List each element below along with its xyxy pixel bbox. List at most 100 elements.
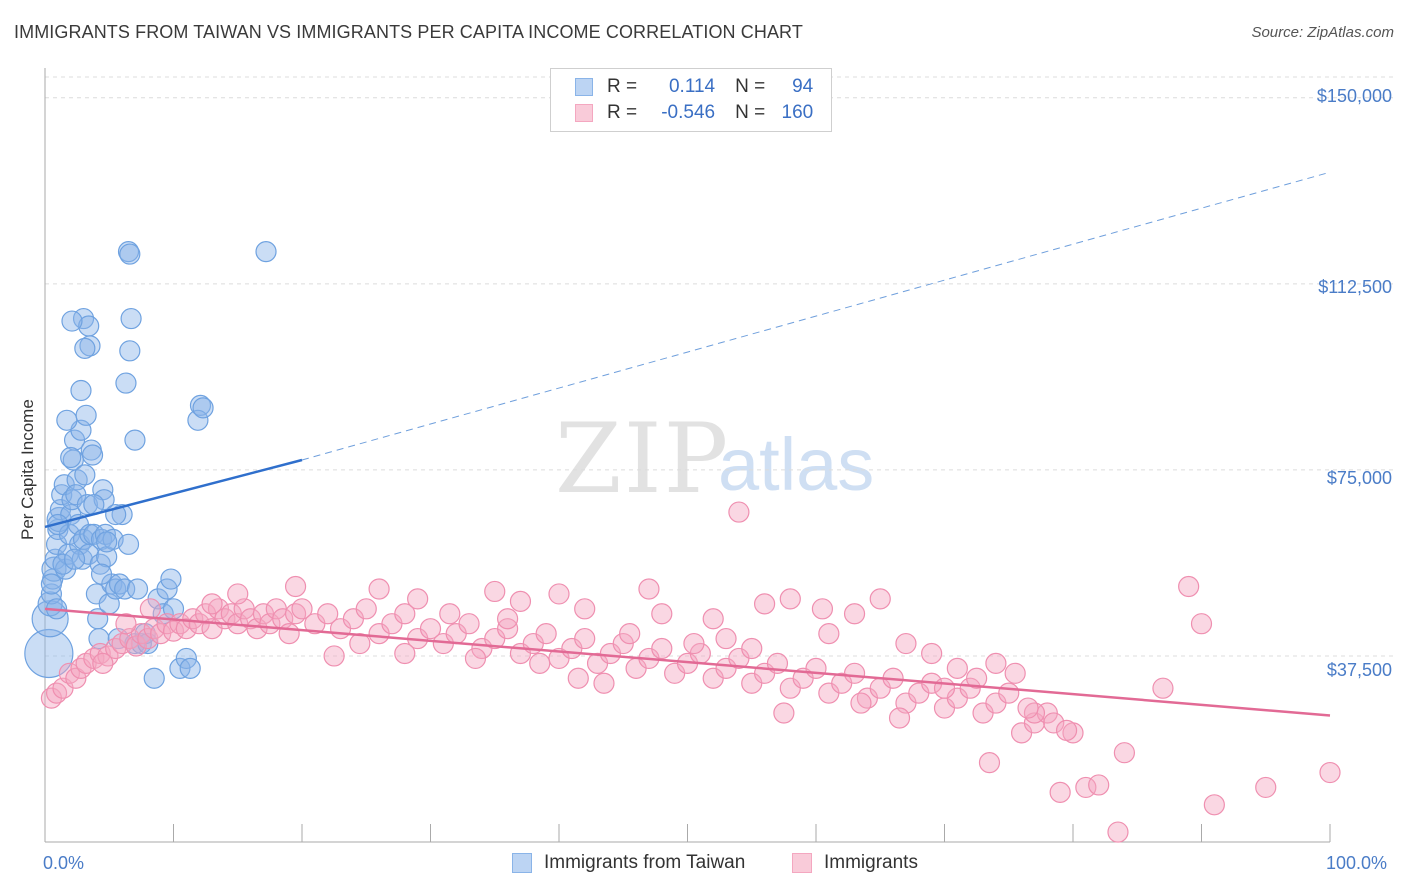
point-immigrants — [651, 637, 673, 660]
legend-n-label: N = — [735, 102, 766, 123]
point-immigrants — [1055, 719, 1078, 741]
point-immigrants — [1017, 697, 1039, 719]
point-immigrants — [843, 662, 866, 684]
point-immigrants — [291, 598, 313, 620]
point-immigrants — [1088, 774, 1110, 796]
point-taiwan — [115, 372, 137, 394]
point-taiwan — [24, 628, 74, 679]
point-immigrants — [850, 692, 872, 714]
x-tick-label-0: 0.0% — [43, 853, 85, 873]
point-taiwan — [187, 409, 209, 431]
point-immigrants — [227, 583, 249, 605]
point-immigrants — [317, 603, 339, 625]
y-tick-label-112500: $112,500 — [1318, 277, 1392, 297]
point-immigrants — [773, 702, 795, 724]
point-immigrants — [574, 598, 596, 620]
legend-n-label: N = — [735, 76, 766, 97]
point-immigrants — [921, 642, 943, 665]
point-taiwan — [117, 533, 140, 555]
point-taiwan — [75, 404, 97, 426]
point-taiwan — [81, 444, 104, 466]
legend-n-value: 94 — [792, 76, 814, 97]
watermark-zip: ZIP — [555, 403, 730, 515]
point-immigrants — [65, 667, 87, 689]
point-taiwan — [93, 489, 115, 511]
point-taiwan — [40, 573, 63, 595]
point-immigrants — [966, 667, 988, 689]
point-taiwan — [126, 578, 149, 600]
point-taiwan — [96, 531, 118, 553]
bottom-legend-label-immigrants: Immigrants — [824, 852, 918, 873]
point-immigrants — [946, 657, 968, 679]
point-immigrants — [1107, 821, 1129, 843]
point-taiwan — [90, 563, 113, 585]
legend-r-label: R = — [607, 76, 638, 97]
point-taiwan — [143, 667, 165, 689]
x-tick-label-100: 100.0% — [1326, 853, 1388, 873]
point-immigrants — [715, 627, 737, 650]
point-immigrants — [548, 583, 570, 605]
y-tick-label-75000: $75,000 — [1326, 468, 1392, 488]
point-immigrants — [593, 672, 615, 694]
point-taiwan — [63, 548, 86, 570]
point-immigrants — [895, 632, 917, 655]
point-immigrants — [368, 578, 390, 600]
point-immigrants — [1255, 776, 1277, 799]
y-axis-label: Per Capita Income — [18, 399, 37, 540]
point-immigrants — [1113, 742, 1136, 764]
legend-swatch-taiwan — [575, 78, 593, 96]
point-immigrants — [458, 613, 480, 635]
trendline-taiwan-extension — [301, 171, 1331, 461]
point-immigrants — [779, 588, 801, 610]
point-immigrants — [1152, 677, 1174, 699]
y-axis-label-wrap: Per Capita Income — [18, 399, 38, 710]
point-immigrants — [115, 613, 137, 635]
point-immigrants — [419, 618, 442, 640]
point-immigrants — [125, 635, 147, 657]
legend: R = 0.114 N = 94 R = -0.546 N = 160 — [550, 68, 832, 132]
point-taiwan — [74, 464, 96, 486]
point-immigrants — [439, 603, 461, 625]
point-taiwan — [56, 409, 78, 431]
legend-r-value: -0.546 — [661, 102, 716, 123]
point-immigrants — [978, 752, 1001, 774]
point-immigrants — [998, 682, 1020, 704]
point-taiwan — [61, 310, 83, 332]
bottom-legend-swatch-immigrants — [792, 853, 812, 873]
point-immigrants — [1190, 613, 1213, 635]
y-tick-label-37500: $37,500 — [1326, 660, 1392, 680]
point-immigrants — [638, 578, 660, 600]
point-immigrants — [619, 623, 641, 645]
point-taiwan — [70, 379, 92, 402]
point-immigrants — [497, 608, 519, 630]
point-immigrants — [394, 603, 416, 625]
trendline-taiwan — [44, 458, 303, 529]
point-taiwan — [111, 503, 133, 526]
point-taiwan — [119, 340, 141, 362]
legend-n-value: 160 — [781, 102, 814, 123]
point-taiwan — [255, 241, 277, 263]
point-immigrants — [869, 588, 891, 610]
point-taiwan — [179, 657, 201, 679]
point-immigrants — [355, 598, 377, 620]
legend-swatch-immigrants — [575, 104, 593, 122]
point-immigrants — [1004, 662, 1026, 684]
point-immigrants — [1043, 712, 1065, 734]
point-immigrants — [1049, 781, 1071, 803]
point-immigrants — [811, 598, 834, 620]
point-immigrants — [728, 501, 750, 523]
point-immigrants — [407, 588, 429, 610]
point-immigrants — [651, 603, 673, 625]
point-immigrants — [683, 632, 705, 655]
bottom-legend-taiwan: Immigrants from Taiwan — [512, 852, 745, 874]
legend-r-label: R = — [607, 102, 638, 123]
point-taiwan — [60, 446, 82, 469]
point-taiwan — [74, 337, 96, 359]
point-immigrants — [1319, 761, 1341, 784]
trendline-immigrants — [44, 607, 1331, 717]
point-immigrants — [1075, 776, 1097, 799]
point-immigrants — [349, 632, 371, 655]
point-immigrants — [567, 667, 589, 689]
point-immigrants — [201, 593, 223, 615]
